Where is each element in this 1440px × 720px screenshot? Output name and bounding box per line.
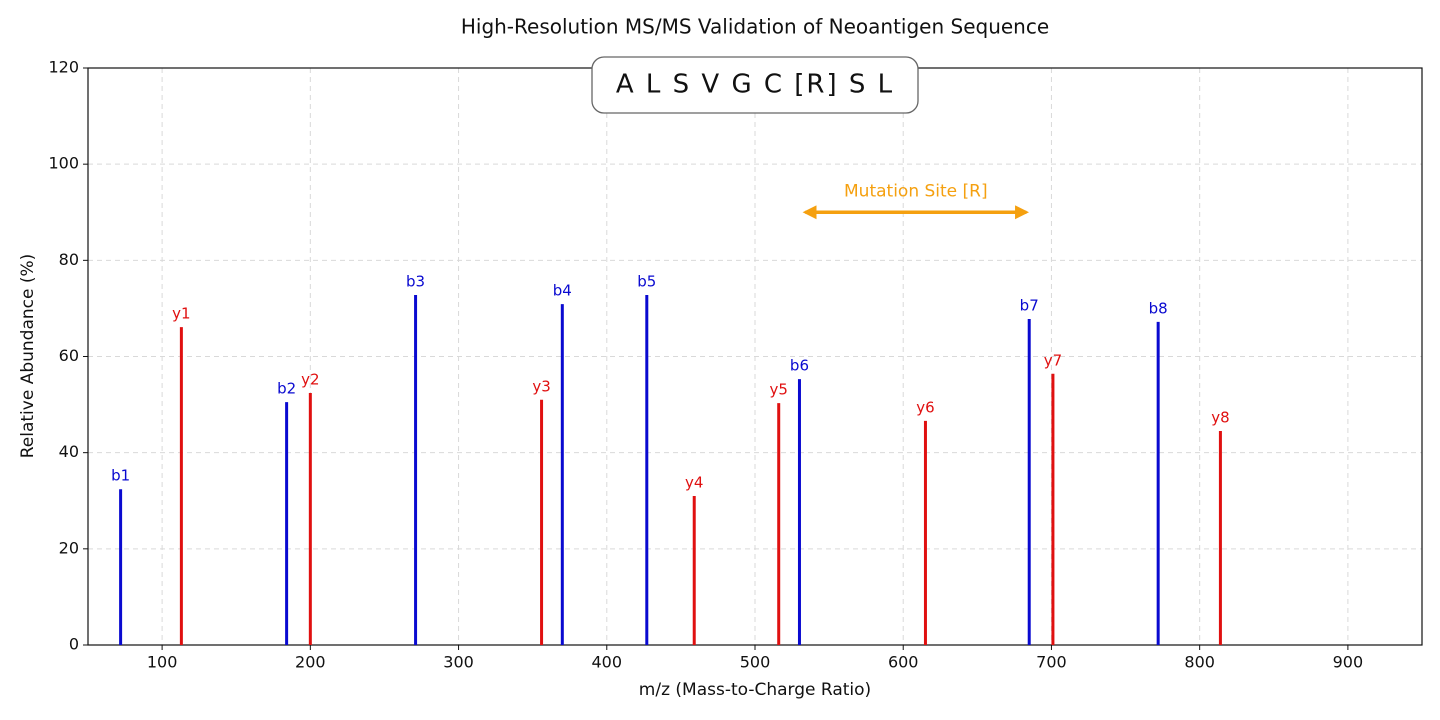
peak-label: y2 [301,371,319,389]
sequence-label: A L S V G C [R] S L [616,70,894,100]
x-tick-label: 700 [1036,653,1067,672]
peak-label: b3 [406,272,425,290]
y-tick-label: 20 [59,538,79,557]
x-tick-label: 800 [1184,653,1215,672]
y-tick-label: 80 [59,250,79,269]
chart-title: High-Resolution MS/MS Validation of Neoa… [461,15,1049,39]
x-axis-label: m/z (Mass-to-Charge Ratio) [639,680,871,700]
peak-label: b2 [277,380,296,398]
peak-label: y5 [770,381,788,399]
x-tick-label: 100 [147,653,178,672]
x-tick-label: 400 [592,653,623,672]
peak-label: y7 [1044,351,1062,369]
peak-label: y1 [172,305,190,323]
annotation-text: Mutation Site [R] [844,181,988,201]
x-tick-label: 200 [295,653,326,672]
peak-label: b5 [637,272,656,290]
peak-label: b6 [790,357,809,375]
peak-label: b7 [1020,296,1039,314]
x-tick-label: 500 [740,653,771,672]
x-tick-label: 600 [888,653,919,672]
y-tick-label: 60 [59,346,79,365]
sequence-box [591,56,919,114]
y-tick-label: 40 [59,442,79,461]
peak-label: y6 [916,398,934,416]
peak-label: y3 [532,377,550,395]
peak-label: y8 [1211,409,1229,427]
peak-label: b1 [111,467,130,485]
x-tick-label: 300 [443,653,474,672]
peak-label: b4 [553,282,572,300]
x-tick-label: 900 [1333,653,1364,672]
peak-label: b8 [1149,299,1168,317]
y-axis-label: Relative Abundance (%) [18,254,38,459]
y-tick-label: 0 [69,635,79,654]
peak-label: y4 [685,473,703,491]
y-tick-label: 100 [48,154,79,173]
y-tick-label: 120 [48,58,79,77]
